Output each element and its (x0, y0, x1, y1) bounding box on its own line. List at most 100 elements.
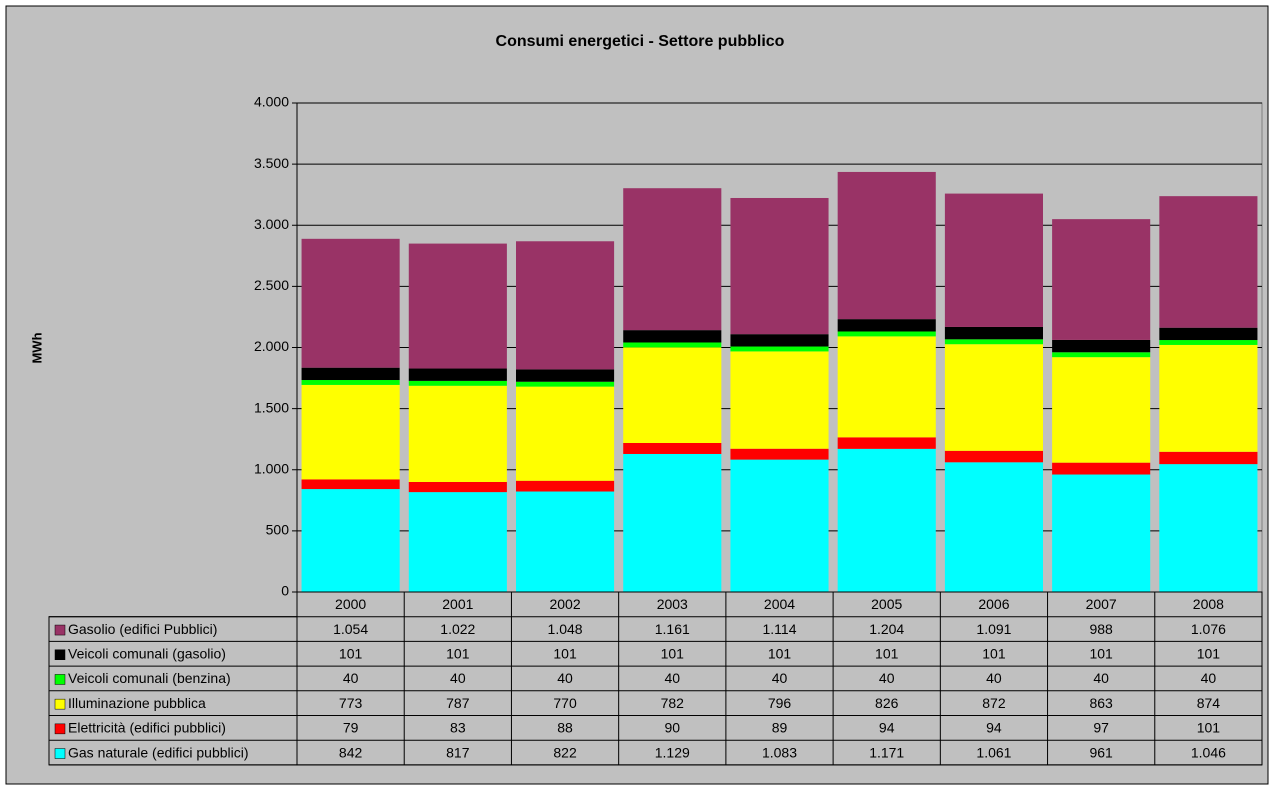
bar-segment (623, 453, 722, 592)
data-label: 94 (986, 720, 1002, 736)
bar-segment (730, 346, 829, 352)
legend-swatch (54, 674, 66, 685)
data-label: 40 (664, 670, 680, 686)
data-label: 101 (982, 645, 1006, 661)
x-tick-label: 2003 (657, 596, 688, 612)
bar-segment (301, 479, 400, 490)
bar-segment (301, 238, 400, 368)
bar-segment (516, 241, 615, 370)
bar-segment (1159, 340, 1258, 345)
x-tick-label: 2008 (1193, 596, 1224, 612)
data-label: 101 (1197, 720, 1221, 736)
bar-segment (623, 188, 722, 331)
bar-segment (944, 344, 1043, 451)
data-label: 88 (557, 720, 573, 736)
bar-segment (408, 385, 507, 482)
bar-segment (1052, 352, 1151, 358)
bar-segment (623, 330, 722, 343)
y-tick-label: 4.000 (254, 94, 289, 110)
data-label: 787 (446, 695, 470, 711)
data-label: 90 (664, 720, 680, 736)
data-label: 817 (446, 744, 470, 760)
bar-segment (730, 459, 829, 592)
bar-segment (944, 339, 1043, 345)
x-tick-label: 2006 (978, 596, 1009, 612)
legend-label: Veicoli comunali (benzina) (68, 670, 231, 686)
bar-segment (516, 386, 615, 481)
bar-segment (1159, 327, 1258, 341)
legend-label: Gas naturale (edifici pubblici) (68, 744, 249, 760)
data-label: 961 (1089, 744, 1113, 760)
bar-segment (730, 334, 829, 347)
bar-segment (944, 450, 1043, 463)
x-tick-label: 2004 (764, 596, 795, 612)
data-label: 101 (446, 645, 470, 661)
data-label: 40 (1093, 670, 1109, 686)
bar-segment (730, 197, 829, 335)
bar-segment (1052, 357, 1151, 463)
data-label: 1.054 (333, 621, 368, 637)
bar-segment (516, 491, 615, 592)
bar-segment (1159, 196, 1258, 328)
bar-segment (301, 367, 400, 381)
data-label: 40 (772, 670, 788, 686)
y-axis-label: MWh (29, 332, 44, 363)
bar-segment (408, 492, 507, 592)
data-label: 1.161 (655, 621, 690, 637)
bar-segment (623, 442, 722, 454)
data-label: 101 (768, 645, 792, 661)
data-label: 101 (1197, 645, 1221, 661)
legend-swatch (54, 748, 66, 759)
bar-segment (1159, 451, 1258, 465)
legend-label: Veicoli comunali (gasolio) (68, 645, 226, 661)
bar-segment (944, 326, 1043, 340)
legend-swatch (54, 624, 66, 636)
data-label: 988 (1089, 621, 1113, 637)
bar-segment (623, 347, 722, 443)
y-tick-label: 0 (281, 583, 289, 599)
bar-segment (1052, 219, 1151, 340)
bar-segment (837, 336, 936, 438)
data-label: 782 (661, 695, 685, 711)
bar-segment (408, 368, 507, 381)
data-label: 40 (343, 670, 359, 686)
bar-segment (730, 351, 829, 449)
data-label: 1.048 (548, 621, 583, 637)
y-tick-label: 3.000 (254, 216, 289, 232)
bar-segment (944, 193, 1043, 327)
data-label: 1.204 (869, 621, 904, 637)
data-label: 101 (553, 645, 577, 661)
y-tick-label: 2.000 (254, 338, 289, 354)
bar-segment (623, 342, 722, 348)
data-label: 1.061 (976, 744, 1011, 760)
y-tick-label: 500 (266, 522, 290, 538)
data-label: 796 (768, 695, 792, 711)
data-label: 1.129 (655, 744, 690, 760)
data-label: 79 (343, 720, 359, 736)
x-tick-label: 2001 (442, 596, 473, 612)
data-label: 97 (1093, 720, 1109, 736)
legend-label: Elettricità (edifici pubblici) (68, 720, 226, 736)
data-label: 40 (450, 670, 466, 686)
data-label: 842 (339, 744, 363, 760)
x-tick-label: 2002 (549, 596, 580, 612)
bar-segment (1052, 474, 1151, 592)
bar-segment (837, 448, 936, 592)
data-label: 101 (875, 645, 899, 661)
data-label: 40 (1201, 670, 1217, 686)
data-label: 822 (553, 744, 577, 760)
data-label: 874 (1197, 695, 1221, 711)
data-label: 101 (1089, 645, 1113, 661)
data-label: 826 (875, 695, 899, 711)
data-label: 40 (986, 670, 1002, 686)
data-label: 1.076 (1191, 621, 1226, 637)
bar-segment (1052, 462, 1151, 475)
legend-swatch (54, 649, 66, 660)
bar-segment (301, 489, 400, 592)
data-label: 94 (879, 720, 895, 736)
data-label: 1.171 (869, 744, 904, 760)
legend-swatch (54, 698, 66, 710)
bar-segment (730, 448, 829, 460)
data-label: 1.091 (976, 621, 1011, 637)
bar-segment (837, 319, 936, 332)
